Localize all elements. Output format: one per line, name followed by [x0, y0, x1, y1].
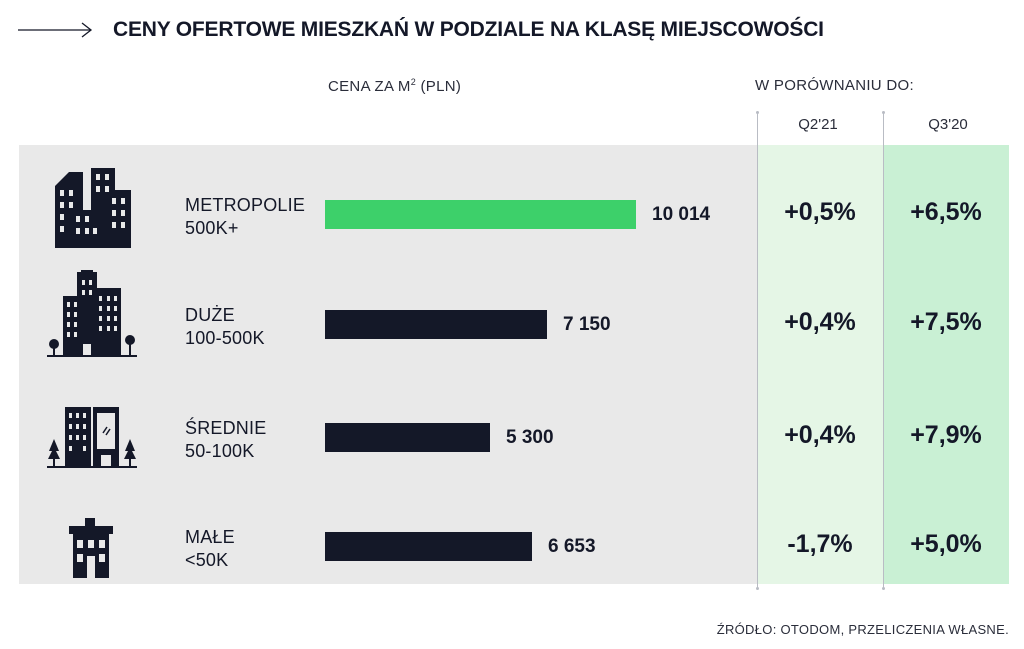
compare-column-q3-20-bg	[883, 145, 1009, 584]
bar-value-label: 6 653	[548, 536, 596, 557]
divider-dot	[882, 587, 885, 590]
row-name: METROPOLIE	[185, 195, 306, 215]
skyscrapers-icon	[55, 168, 131, 248]
row-label: MAŁE <50K	[185, 526, 235, 572]
row-size: <50K	[185, 550, 229, 570]
change-q2-21: +0,4%	[784, 308, 856, 336]
change-q3-20: +6,5%	[910, 198, 982, 226]
chart-row-srednie: ŚREDNIE 50-100K 5 300 +0,4% +7,9%	[19, 383, 1009, 493]
chart-row-metropolie: METROPOLIE 500K+ 10 014 +0,5% +6,5%	[19, 160, 1009, 270]
row-name: DUŻE	[185, 305, 235, 325]
chart-row-duze: DUŻE 100-500K 7 150 +0,4% +7,5%	[19, 270, 1009, 380]
row-label: ŚREDNIE 50-100K	[185, 417, 266, 463]
row-name: MAŁE	[185, 527, 235, 547]
change-q3-20: +5,0%	[910, 530, 982, 558]
bar-value-label: 5 300	[506, 427, 554, 448]
divider-line	[883, 113, 884, 589]
row-label: METROPOLIE 500K+	[185, 194, 305, 240]
chart-row-male: MAŁE <50K 6 653 -1,7% +5,0%	[19, 492, 1009, 602]
source-note: ŹRÓDŁO: OTODOM, PRZELICZENIA WŁASNE.	[716, 622, 1009, 637]
row-size: 50-100K	[185, 441, 255, 461]
small-house-icon	[69, 518, 113, 578]
city-buildings-icon	[47, 270, 137, 357]
price-column-header: CENA ZA M2 (PLN)	[328, 77, 462, 95]
change-q2-21: +0,5%	[784, 198, 856, 226]
change-q2-21: +0,4%	[784, 421, 856, 449]
change-q3-20: +7,9%	[910, 421, 982, 449]
compare-header-q3-20: Q3'20	[928, 116, 968, 133]
row-size: 500K+	[185, 218, 239, 238]
chart-title: CENY OFERTOWE MIESZKAŃ W PODZIALE NA KLA…	[113, 18, 824, 41]
bar	[325, 423, 490, 452]
bar	[325, 532, 532, 561]
row-name: ŚREDNIE	[185, 418, 267, 438]
divider-dot	[756, 587, 759, 590]
divider-line	[757, 113, 758, 589]
divider-dot	[756, 111, 759, 114]
compare-column-q2-21-bg	[757, 145, 883, 584]
change-q3-20: +7,5%	[910, 308, 982, 336]
bar-value-label: 10 014	[652, 204, 711, 225]
bar	[325, 200, 636, 229]
row-label: DUŻE 100-500K	[185, 304, 265, 350]
divider-dot	[882, 111, 885, 114]
town-buildings-icon	[47, 407, 137, 468]
change-q2-21: -1,7%	[787, 530, 853, 558]
compare-header-q2-21: Q2'21	[798, 116, 838, 133]
bar	[325, 310, 547, 339]
row-size: 100-500K	[185, 328, 265, 348]
bar-value-label: 7 150	[563, 314, 611, 335]
arrow-right-icon	[18, 22, 93, 38]
compare-column-header: W PORÓWNANIU DO:	[755, 77, 914, 94]
